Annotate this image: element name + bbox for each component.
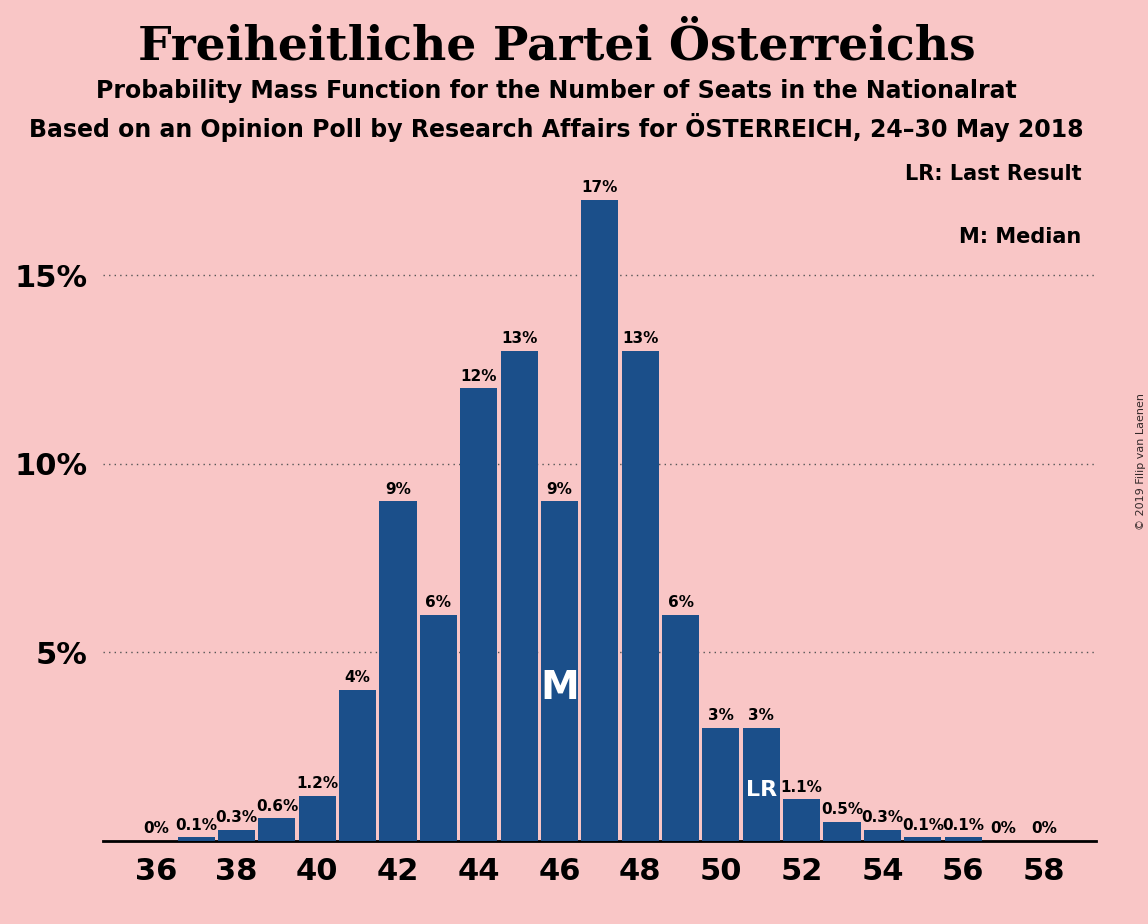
Text: 0.1%: 0.1% bbox=[902, 818, 944, 833]
Bar bbox=[501, 350, 537, 841]
Text: 9%: 9% bbox=[546, 482, 573, 497]
Text: 6%: 6% bbox=[668, 595, 693, 610]
Bar bbox=[178, 837, 215, 841]
Text: 3%: 3% bbox=[748, 708, 774, 723]
Text: 13%: 13% bbox=[622, 331, 659, 346]
Bar bbox=[581, 200, 619, 841]
Bar bbox=[783, 799, 820, 841]
Text: 0%: 0% bbox=[1031, 821, 1057, 836]
Text: 0.6%: 0.6% bbox=[256, 798, 298, 814]
Bar bbox=[460, 388, 497, 841]
Text: 0.1%: 0.1% bbox=[176, 818, 217, 833]
Text: 0.3%: 0.3% bbox=[861, 810, 903, 825]
Text: M: M bbox=[540, 669, 579, 707]
Bar bbox=[823, 822, 861, 841]
Text: Based on an Opinion Poll by Research Affairs for ÖSTERREICH, 24–30 May 2018: Based on an Opinion Poll by Research Aff… bbox=[30, 113, 1084, 141]
Text: 1.1%: 1.1% bbox=[781, 780, 823, 795]
Text: 0.3%: 0.3% bbox=[216, 810, 257, 825]
Bar bbox=[743, 728, 779, 841]
Text: 17%: 17% bbox=[582, 180, 618, 195]
Text: 6%: 6% bbox=[426, 595, 451, 610]
Text: 0%: 0% bbox=[991, 821, 1016, 836]
Text: 0.5%: 0.5% bbox=[821, 802, 863, 818]
Bar bbox=[298, 796, 336, 841]
Text: 4%: 4% bbox=[344, 671, 371, 686]
Bar bbox=[420, 614, 457, 841]
Text: 0%: 0% bbox=[142, 821, 169, 836]
Text: Freiheitliche Partei Österreichs: Freiheitliche Partei Österreichs bbox=[138, 23, 976, 69]
Text: LR: Last Result: LR: Last Result bbox=[905, 164, 1081, 184]
Text: 13%: 13% bbox=[501, 331, 537, 346]
Bar bbox=[703, 728, 739, 841]
Text: LR: LR bbox=[746, 780, 777, 800]
Bar bbox=[662, 614, 699, 841]
Bar bbox=[218, 830, 255, 841]
Text: 9%: 9% bbox=[385, 482, 411, 497]
Text: 0.1%: 0.1% bbox=[943, 818, 984, 833]
Bar bbox=[945, 837, 982, 841]
Text: Probability Mass Function for the Number of Seats in the Nationalrat: Probability Mass Function for the Number… bbox=[96, 79, 1017, 103]
Bar bbox=[380, 502, 417, 841]
Text: 3%: 3% bbox=[708, 708, 734, 723]
Bar bbox=[541, 502, 579, 841]
Text: 1.2%: 1.2% bbox=[296, 776, 339, 791]
Text: M: Median: M: Median bbox=[960, 227, 1081, 247]
Bar bbox=[621, 350, 659, 841]
Bar bbox=[258, 819, 295, 841]
Bar bbox=[905, 837, 941, 841]
Text: 12%: 12% bbox=[460, 369, 497, 383]
Bar bbox=[339, 690, 377, 841]
Text: © 2019 Filip van Laenen: © 2019 Filip van Laenen bbox=[1135, 394, 1146, 530]
Bar bbox=[863, 830, 901, 841]
